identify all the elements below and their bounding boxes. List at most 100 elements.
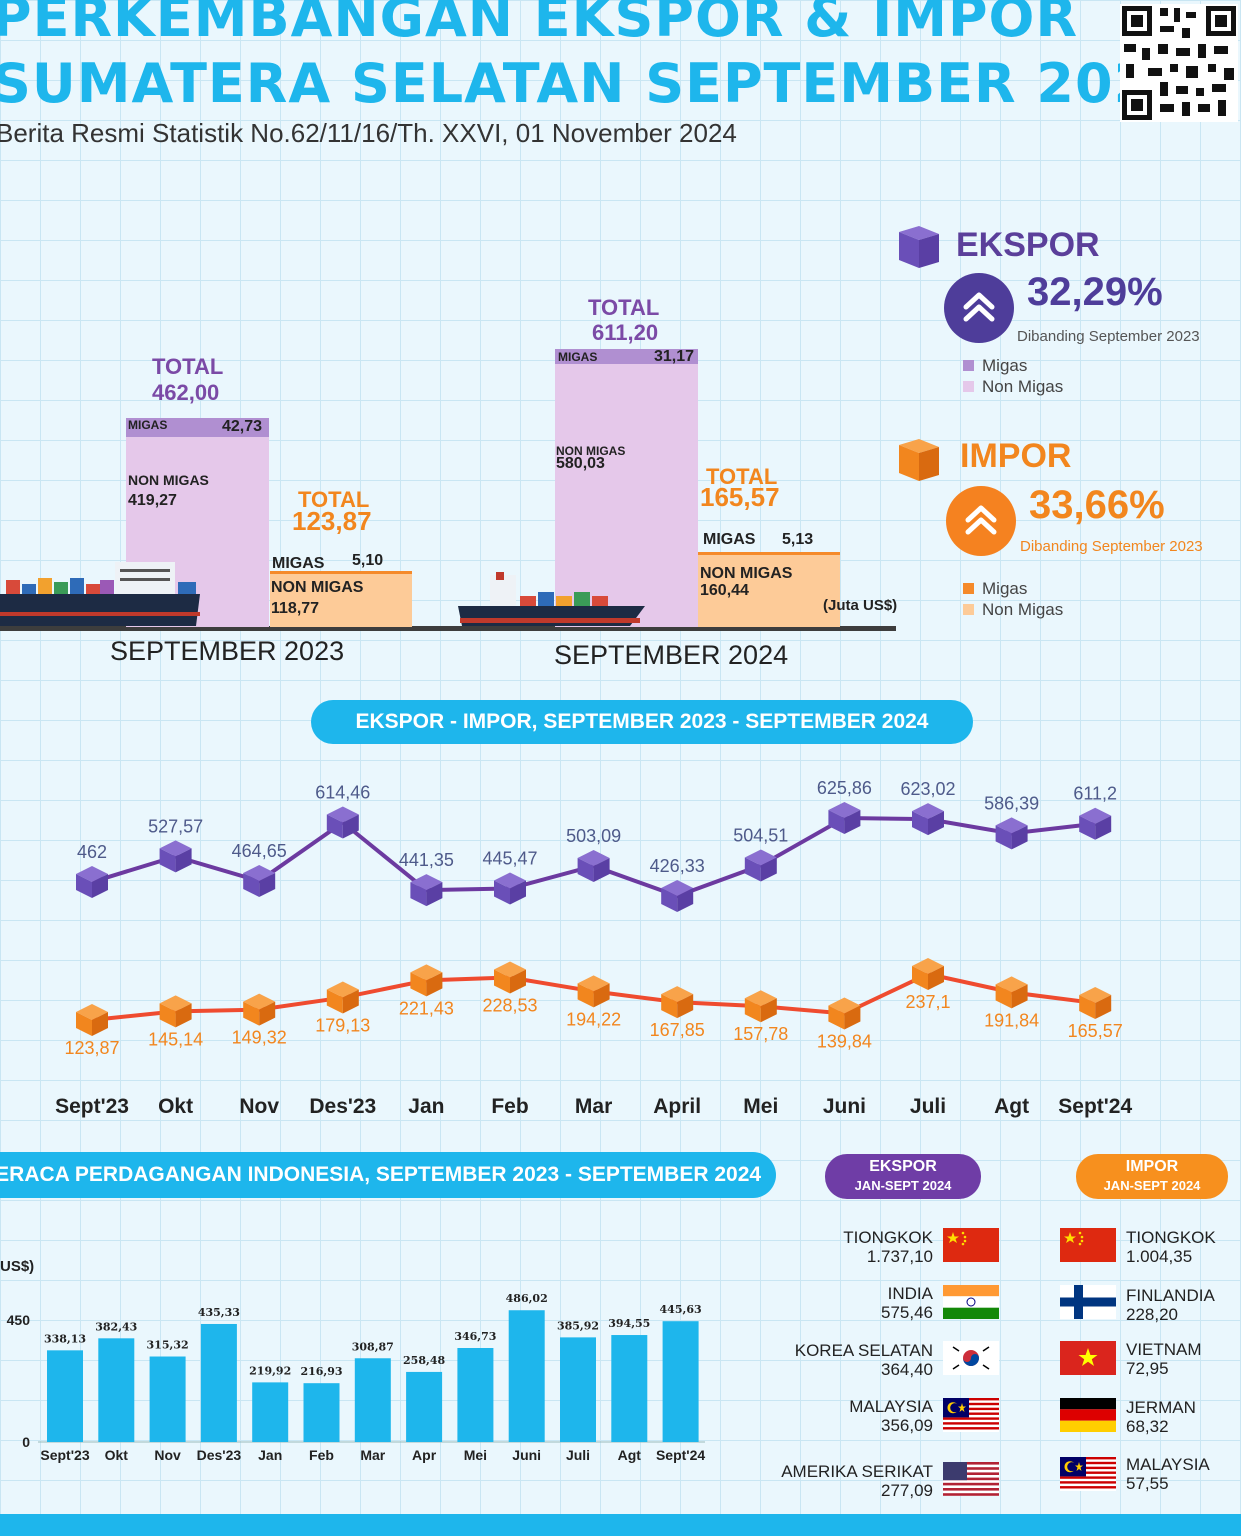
x-tick-label: Mei: [743, 1095, 778, 1118]
bar-value-label: 486,02: [506, 1292, 548, 1305]
comparison-panel: [0, 200, 900, 680]
ekspor-box-icon: [897, 224, 941, 275]
legend-impor-migas: Migas: [963, 579, 1027, 599]
germany-flag-icon: [1060, 1398, 1116, 1432]
migas-label: MIGAS: [558, 350, 598, 364]
impor-point-0: [76, 1004, 108, 1036]
total-value-ekspor-2024: 611,20: [592, 320, 659, 345]
bar-category-label: Des'23: [197, 1447, 242, 1463]
page-subtitle: Berita Resmi Statistik No.62/11/16/Th. X…: [0, 118, 737, 148]
bar-category-label: Juli: [566, 1447, 590, 1463]
ekspor-data-label: 611,2: [1073, 784, 1117, 804]
qr-code-icon[interactable]: [1120, 4, 1238, 122]
nonmigas-label: NON MIGAS: [556, 444, 626, 458]
ekspor-point-3: [326, 806, 359, 839]
x-tick-label: Mar: [575, 1095, 612, 1118]
ekspor-data-label: 527,57: [148, 816, 203, 836]
impor-partner-4: JERMAN 68,32: [1126, 1398, 1196, 1436]
ekspor-data-label: 625,86: [817, 778, 872, 798]
impor-point-3: [326, 981, 359, 1014]
bar-value-label: 258,48: [403, 1354, 445, 1367]
malaysia-flag-icon: [1060, 1457, 1116, 1491]
bar-ekspor-migas-2024: [555, 349, 698, 364]
impor-data-label: 194,22: [566, 1009, 621, 1029]
impor-point-2: [243, 993, 276, 1026]
bar-category-label: Sept'24: [656, 1447, 705, 1463]
nonmigas-value: 118,77: [271, 600, 320, 617]
x-tick-label: Juli: [910, 1095, 946, 1118]
bar-category-label: Juni: [512, 1447, 541, 1463]
china-flag-icon: [1060, 1228, 1116, 1262]
line-section-title: EKSPOR - IMPOR, SEPTEMBER 2023 - SEPTEMB…: [311, 700, 973, 744]
bar-category-label: Mar: [360, 1447, 385, 1463]
impor-data-label: 179,13: [315, 1016, 370, 1036]
ekspor-point-11: [995, 817, 1028, 850]
ekspor-data-label: 464,65: [232, 841, 287, 861]
vietnam-flag-icon: [1060, 1341, 1116, 1375]
ekspor-growth-note: Dibanding September 2023: [1017, 328, 1200, 345]
bar-value-label: 315,32: [147, 1339, 189, 1352]
ekspor-point-8: [744, 849, 777, 882]
impor-data-label: 139,84: [817, 1032, 872, 1052]
migas-value: 42,73: [222, 418, 263, 435]
bar-8: [457, 1347, 494, 1442]
finland-flag-icon: [1060, 1285, 1116, 1319]
bar-11: [611, 1335, 648, 1442]
bar-0: [47, 1350, 83, 1442]
bar-3: [200, 1323, 237, 1442]
total-value-ekspor-2023: 462,00: [152, 380, 220, 405]
impor-data-label: 191,84: [984, 1010, 1039, 1030]
bar-9: [508, 1310, 545, 1442]
x-tick-label: Agt: [994, 1095, 1029, 1118]
bar-category-label: Okt: [105, 1447, 129, 1463]
impor-data-label: 237,1: [905, 992, 950, 1012]
ekspor-data-label: 462: [77, 842, 107, 862]
ekspor-data-label: 623,02: [900, 779, 955, 799]
total-label-impor-2023: TOTAL: [298, 487, 370, 512]
impor-data-label: 228,53: [482, 995, 537, 1015]
impor-box-icon: [897, 437, 941, 488]
nonmigas-label: NON MIGAS: [271, 579, 364, 596]
impor-data-label: 123,87: [64, 1038, 119, 1058]
impor-data-label: 221,43: [399, 998, 454, 1018]
y-tick-label: 0: [22, 1434, 30, 1450]
ekspor-data-label: 504,51: [733, 825, 788, 845]
impor-partners-header: IMPOR JAN-SEPT 2024: [1076, 1154, 1228, 1199]
ekspor-point-10: [912, 803, 944, 836]
impor-point-12: [1079, 987, 1112, 1020]
impor-point-11: [995, 976, 1028, 1009]
period-label-2023: SEPTEMBER 2023: [110, 636, 345, 666]
bar-category-label: Apr: [412, 1447, 437, 1463]
ekspor-point-5: [494, 872, 526, 905]
total-value-impor-2024: 165,57: [700, 482, 780, 512]
x-tick-label: Nov: [239, 1095, 279, 1118]
total-label-ekspor-2023: TOTAL: [152, 354, 224, 379]
ekspor-partner-5: AMERIKA SERIKAT 277,09: [781, 1462, 933, 1500]
ekspor-data-label: 445,47: [482, 849, 537, 869]
nonmigas-value: 419,27: [128, 492, 177, 509]
bar-impor-2024: [698, 555, 840, 627]
ekspor-data-label: 503,09: [566, 826, 621, 846]
bar-value-label: 435,33: [198, 1306, 240, 1319]
ekspor-data-label: 441,35: [399, 850, 454, 870]
impor-point-1: [159, 995, 192, 1028]
impor-point-4: [410, 964, 443, 997]
impor-point-7: [661, 986, 694, 1019]
x-tick-label: Feb: [491, 1095, 528, 1118]
impor-data-label: 157,78: [733, 1024, 788, 1044]
nonmigas-label: NON MIGAS: [128, 472, 209, 488]
page-title-line1: PERKEMBANGAN EKSPOR & IMPOR: [0, 0, 1079, 49]
korea-flag-icon: [943, 1341, 999, 1375]
ekspor-point-2: [243, 865, 276, 898]
unit-label: (Juta US$): [823, 597, 898, 614]
bar-category-label: Feb: [309, 1447, 334, 1463]
bar-6: [354, 1358, 391, 1442]
neraca-bar-chart: 0 450 338,13 Sept'23 382,43 Okt 315,32 Nov 435,3…: [7, 1292, 706, 1463]
ekspor-data-label: 426,33: [650, 856, 705, 876]
bar-value-label: 216,93: [300, 1365, 342, 1378]
bar-value-label: 445,63: [660, 1303, 702, 1316]
bar-category-label: Agt: [618, 1447, 642, 1463]
impor-partner-3: VIETNAM 72,95: [1126, 1340, 1202, 1378]
migas-label: MIGAS: [272, 555, 325, 572]
bar-value-label: 346,73: [454, 1330, 496, 1343]
